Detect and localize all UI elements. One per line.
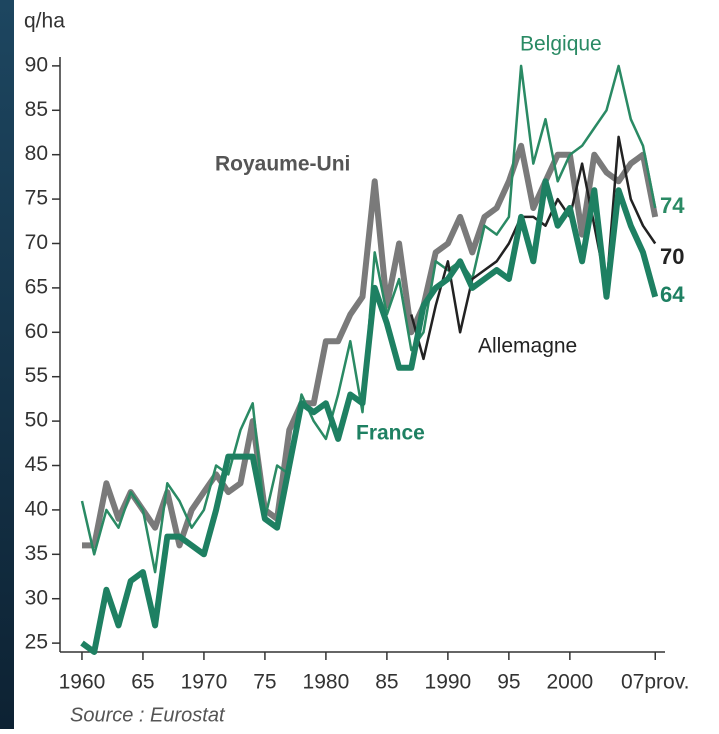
series-line <box>80 178 659 655</box>
source: Source : Eurostat <box>70 704 226 726</box>
series-name: Belgique <box>520 33 602 56</box>
y-tick-label: 80 <box>25 142 48 165</box>
y-tick-label: 55 <box>25 364 48 387</box>
y-axis-label: q/ha <box>24 10 65 33</box>
x-tick-label: 65 <box>131 671 154 694</box>
y-tick-label: 65 <box>25 275 48 298</box>
x-tick-label: 95 <box>497 671 520 694</box>
side-strip <box>0 0 14 729</box>
x-tick-label: 75 <box>253 671 276 694</box>
x-tick-label: 1970 <box>181 671 228 694</box>
end-label: 64 <box>660 282 685 307</box>
y-tick-label: 50 <box>25 409 48 432</box>
x-tick-label: 1960 <box>59 671 106 694</box>
series-name: Allemagne <box>478 335 577 358</box>
x-tick-label: 85 <box>375 671 398 694</box>
y-tick-label: 30 <box>25 586 48 609</box>
y-tick-label: 70 <box>25 231 48 254</box>
x-tick-label: 1980 <box>303 671 350 694</box>
y-tick-label: 45 <box>25 453 48 476</box>
x-tick-label: 07prov. <box>621 671 690 694</box>
y-tick-label: 25 <box>25 631 48 654</box>
y-tick-label: 85 <box>25 98 48 121</box>
y-tick-label: 40 <box>25 497 48 520</box>
end-label: 74 <box>660 193 685 218</box>
y-tick-label: 75 <box>25 187 48 210</box>
x-tick-label: 2000 <box>546 671 593 694</box>
y-tick-label: 90 <box>25 53 48 76</box>
y-tick-label: 35 <box>25 542 48 565</box>
y-tick-label: 60 <box>25 320 48 343</box>
series-name: France <box>356 422 425 445</box>
x-tick-label: 1990 <box>425 671 472 694</box>
series-name: Royaume-Uni <box>215 153 350 176</box>
end-label: 70 <box>660 244 684 269</box>
series-line <box>410 135 657 361</box>
